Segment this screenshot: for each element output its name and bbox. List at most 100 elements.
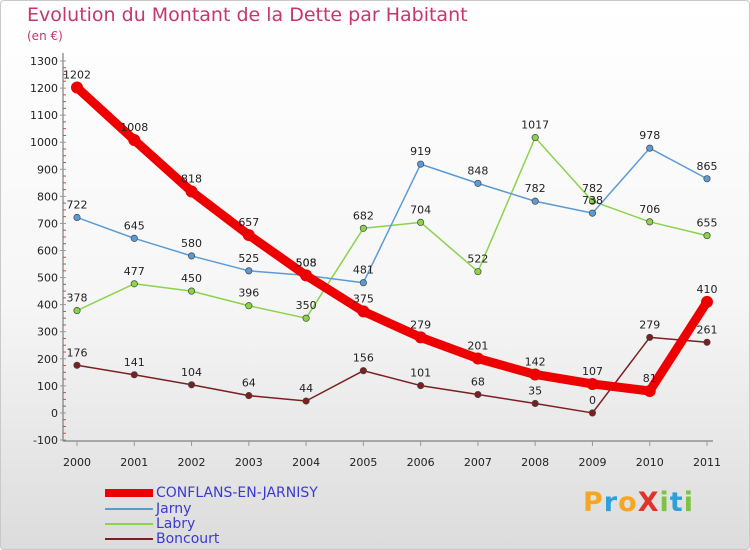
data-point — [417, 160, 425, 168]
logo-letter: X — [637, 487, 660, 518]
data-label: 682 — [353, 209, 374, 222]
data-point — [245, 302, 253, 310]
y-tick-label: 400 — [37, 299, 58, 312]
data-label: 1008 — [120, 121, 148, 134]
data-point — [359, 224, 367, 232]
legend-swatch-conflans — [105, 489, 153, 497]
data-point — [130, 280, 138, 288]
data-label: 525 — [238, 252, 259, 265]
y-tick-label: 800 — [37, 190, 58, 203]
data-label: 477 — [124, 265, 145, 278]
data-point — [586, 377, 599, 390]
y-tick-label: 300 — [37, 326, 58, 339]
y-tick-label: 1200 — [30, 82, 58, 95]
data-point — [357, 305, 370, 318]
data-label: 64 — [242, 377, 256, 390]
x-tick-label: 2003 — [235, 456, 263, 469]
data-label: 410 — [697, 283, 718, 296]
data-point — [703, 175, 711, 183]
data-label: 44 — [299, 382, 313, 395]
data-label: 450 — [181, 272, 202, 285]
y-tick-label: 500 — [37, 272, 58, 285]
data-point — [302, 314, 310, 322]
data-point — [701, 295, 713, 308]
series-line-conflans-en-jarnisy — [72, 83, 712, 396]
data-point — [245, 267, 253, 275]
logo-letter: r — [603, 487, 619, 518]
data-label: 101 — [410, 367, 431, 380]
y-tick-label: -100 — [33, 434, 58, 447]
data-point — [359, 367, 367, 375]
data-label: 508 — [296, 256, 317, 269]
data-label: 782 — [525, 182, 546, 195]
data-point — [187, 287, 196, 295]
data-label: 1017 — [521, 119, 549, 132]
data-point — [417, 382, 425, 390]
data-point — [646, 333, 654, 341]
data-point — [646, 218, 654, 226]
data-point — [187, 381, 196, 389]
data-label: 919 — [410, 145, 431, 158]
data-label: 81 — [643, 372, 657, 385]
data-label: 1202 — [63, 69, 91, 82]
data-point — [531, 197, 539, 205]
data-point — [71, 81, 83, 94]
data-label: 176 — [67, 346, 88, 359]
series-line-jarny — [76, 147, 708, 284]
data-label: 201 — [467, 340, 488, 353]
logo-letter: P — [583, 487, 604, 518]
data-label: 378 — [67, 292, 88, 305]
legend-item-conflans: CONFLANS-EN-JARNISY — [105, 485, 318, 501]
legend-swatch-boncourt — [105, 538, 153, 540]
data-label: 0 — [589, 394, 596, 407]
data-point — [531, 399, 539, 408]
legend-item-labry: Labry — [105, 516, 195, 532]
data-point — [73, 361, 81, 369]
x-tick-label: 2005 — [349, 456, 377, 469]
x-tick-label: 2010 — [636, 456, 664, 469]
data-point — [643, 385, 656, 398]
chart-title: Evolution du Montant de la Dette par Hab… — [27, 4, 468, 26]
data-point — [474, 268, 482, 276]
logo-letter: i — [659, 487, 670, 518]
data-point — [417, 218, 425, 226]
y-tick-label: 200 — [37, 353, 58, 366]
legend-label-boncourt: Boncourt — [156, 531, 220, 547]
data-label: 782 — [582, 182, 603, 195]
data-point — [302, 397, 310, 405]
legend-item-boncourt: Boncourt — [105, 531, 219, 547]
data-label: 818 — [181, 172, 202, 185]
data-point — [73, 307, 81, 315]
data-point — [531, 134, 539, 142]
x-tick-label: 2011 — [693, 456, 721, 469]
y-tick-label: 1100 — [30, 109, 58, 122]
data-label: 68 — [471, 376, 485, 389]
data-label: 481 — [353, 264, 374, 277]
y-tick-label: 600 — [37, 245, 58, 258]
legend-label-jarny: Jarny — [156, 501, 192, 517]
data-label: 35 — [528, 384, 542, 397]
x-tick-label: 2006 — [407, 456, 435, 469]
data-point — [359, 279, 367, 287]
legend-swatch-labry — [105, 523, 153, 525]
data-label: 261 — [697, 323, 718, 336]
x-tick-label: 2002 — [178, 456, 206, 469]
data-label: 350 — [296, 299, 317, 312]
legend-label-labry: Labry — [156, 516, 196, 532]
y-tick-label: 1000 — [30, 136, 58, 149]
data-point — [474, 390, 482, 399]
y-tick-label: 0 — [51, 407, 58, 420]
data-label: 655 — [697, 217, 718, 230]
data-label: 706 — [639, 203, 660, 216]
logo-letter: o — [618, 487, 638, 518]
data-point — [588, 209, 597, 217]
data-label: 580 — [181, 237, 202, 250]
data-label: 865 — [697, 160, 718, 173]
data-point — [130, 371, 138, 379]
data-label: 104 — [181, 366, 202, 379]
data-label: 645 — [124, 219, 145, 232]
proxiti-logo: ProXiti — [583, 487, 694, 518]
logo-letter: i — [683, 487, 694, 518]
data-label: 704 — [410, 203, 431, 216]
data-point — [187, 252, 196, 260]
